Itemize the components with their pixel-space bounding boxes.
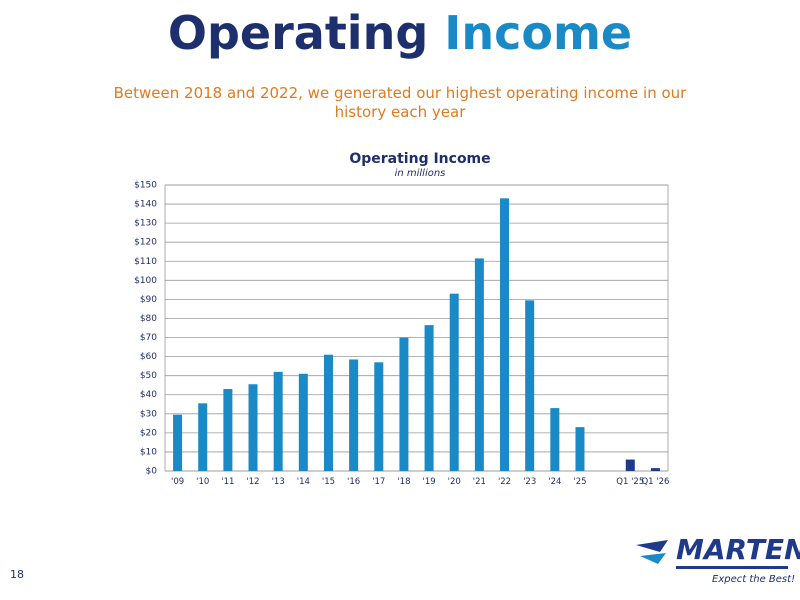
x-tick-label: '24: [548, 477, 562, 487]
y-tick-label: $60: [140, 352, 157, 362]
slide-subtitle: Between 2018 and 2022, we generated our …: [113, 84, 687, 121]
x-tick-label: '14: [296, 477, 310, 487]
title-word: Income: [444, 6, 633, 60]
bar: [424, 325, 434, 471]
plot-frame: [164, 184, 669, 472]
page-number: 18: [10, 568, 24, 581]
bar: [474, 258, 484, 471]
bar: [575, 427, 585, 471]
bar: [525, 300, 535, 471]
bar: [449, 293, 459, 471]
y-tick-label: $20: [140, 428, 157, 438]
bar: [625, 459, 635, 471]
x-tick-label: '22: [497, 477, 512, 487]
bar: [399, 337, 409, 471]
bar: [173, 414, 183, 471]
bar: [650, 468, 660, 471]
x-tick-label: '18: [397, 477, 411, 487]
logo-mark: [636, 540, 788, 569]
y-tick-label: $110: [134, 257, 157, 267]
x-tick-label: '16: [347, 477, 361, 487]
bar: [323, 354, 333, 471]
bar: [374, 362, 384, 471]
y-tick-label: $100: [134, 276, 157, 286]
bar: [298, 373, 308, 471]
y-tick-label: $150: [134, 181, 157, 191]
x-tick-label: '25: [573, 477, 587, 487]
x-tick-label: '10: [196, 477, 210, 487]
bar: [550, 408, 560, 471]
bar: [273, 371, 283, 471]
x-tick-label: '23: [523, 477, 537, 487]
logo-tagline: Expect the Best!: [712, 574, 796, 585]
y-tick-label: $0: [146, 467, 158, 477]
bar: [349, 359, 359, 471]
title-word: Operating: [167, 6, 429, 60]
bar: [223, 389, 233, 471]
x-tick-label: '17: [372, 477, 386, 487]
bar: [198, 403, 208, 471]
x-tick-label: '09: [170, 477, 185, 487]
x-tick-label: '21: [472, 477, 486, 487]
y-tick-label: $10: [140, 447, 157, 457]
x-tick-label: '11: [221, 477, 235, 487]
x-tick-label: '20: [447, 477, 461, 487]
x-tick-label: '19: [422, 477, 436, 487]
x-tick-label: '12: [246, 477, 260, 487]
slide-title: Operating Income: [0, 6, 800, 60]
x-tick-label: '13: [271, 477, 285, 487]
x-tick-label: '15: [321, 477, 336, 487]
y-tick-label: $50: [140, 371, 157, 381]
bar: [248, 384, 258, 471]
y-tick-label: $40: [140, 390, 157, 400]
logo-name: MARTEN: [676, 533, 800, 566]
bar: [500, 198, 510, 471]
y-tick-label: $120: [134, 238, 157, 248]
y-tick-label: $70: [140, 333, 157, 343]
y-tick-label: $90: [140, 295, 157, 305]
y-tick-label: $30: [140, 409, 157, 419]
y-tick-label: $80: [140, 314, 157, 324]
chart-title: Operating Income: [349, 151, 491, 167]
y-tick-label: $130: [134, 219, 157, 229]
x-tick-label: Q1 '25: [616, 477, 645, 487]
y-tick-label: $140: [134, 200, 157, 210]
chart-subtitle: in millions: [394, 168, 446, 179]
x-tick-label: Q1 '26: [641, 477, 670, 487]
